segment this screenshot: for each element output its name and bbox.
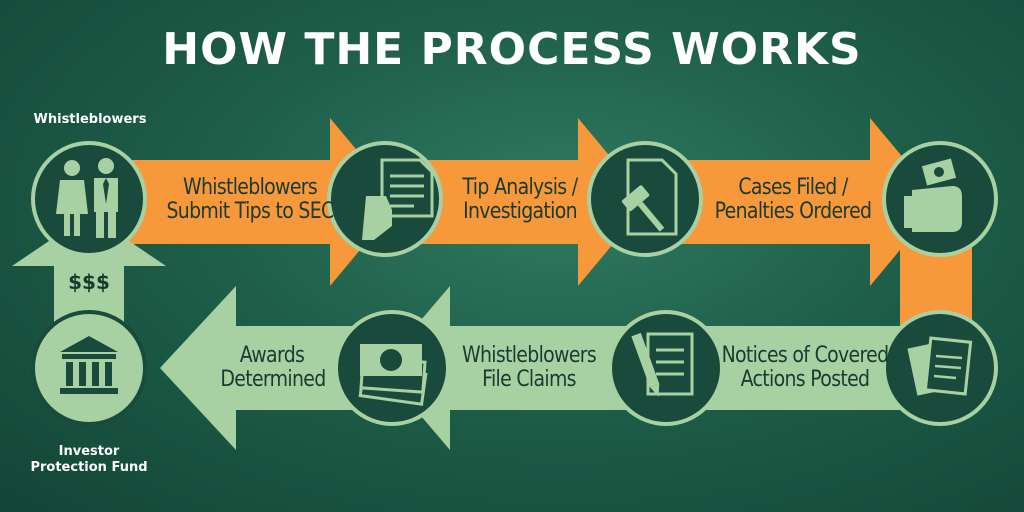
step-analysis-line2: Investigation [463, 199, 578, 224]
bank-icon [60, 336, 118, 394]
step-cases-line1: Cases Filed / [738, 175, 848, 200]
page-title: HOW THE PROCESS WORKS [162, 24, 862, 75]
step-claims: Whistleblowers File Claims [456, 344, 602, 392]
step-submit-line1: Whistleblowers [182, 175, 318, 200]
documents-icon [907, 336, 973, 396]
money-label: $$$ [68, 270, 110, 294]
step-notices-line1: Notices of Covered [721, 343, 890, 368]
step-awards: Awards Determined [220, 343, 326, 392]
people-icon [56, 158, 118, 238]
gavel-document-icon [621, 158, 678, 236]
document-hand-icon [362, 158, 434, 240]
cash-stack-icon [358, 344, 428, 406]
step-awards-line2: Determined [220, 367, 326, 392]
pen-document-icon [631, 332, 694, 397]
step-awards-line1: Awards [239, 343, 305, 368]
fund-label: Investor Protection Fund [24, 444, 154, 476]
step-notices-line2: Actions Posted [740, 367, 870, 392]
step-notices: Notices of Covered Actions Posted [715, 344, 896, 392]
step-submit-line2: Submit Tips to SEC [166, 199, 334, 224]
money-hand-icon [904, 158, 962, 232]
whistleblowers-label: Whistleblowers [33, 112, 147, 127]
step-cases-line2: Penalties Ordered [714, 199, 872, 224]
step-claims-line2: File Claims [482, 367, 576, 392]
fund-label-line1: Investor [58, 444, 120, 459]
bottom-arrow-band [12, 214, 970, 450]
circle-fund [31, 310, 147, 426]
step-cases: Cases Filed / Penalties Ordered [711, 176, 874, 224]
step-analysis-line1: Tip Analysis / [462, 175, 579, 200]
step-submit: Whistleblowers Submit Tips to SEC [164, 176, 336, 224]
step-analysis: Tip Analysis / Investigation [447, 176, 593, 224]
fund-label-line2: Protection Fund [30, 460, 148, 475]
circle-whistleblowers [31, 141, 147, 257]
step-claims-line1: Whistleblowers [461, 343, 597, 368]
